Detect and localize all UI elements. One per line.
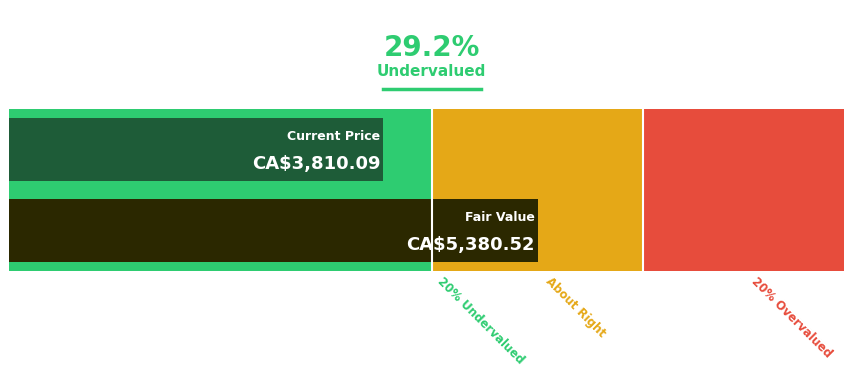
Text: CA$3,810.09: CA$3,810.09 (251, 155, 380, 173)
Bar (9, 109, 431, 271)
Text: Undervalued: Undervalued (377, 64, 486, 79)
Bar (9, 198, 537, 262)
Text: About Right: About Right (542, 275, 607, 340)
Text: CA$5,380.52: CA$5,380.52 (406, 236, 534, 254)
Text: 20% Overvalued: 20% Overvalued (748, 275, 833, 361)
Text: Fair Value: Fair Value (464, 211, 534, 224)
Text: 29.2%: 29.2% (383, 34, 480, 62)
Bar (9, 118, 383, 182)
Bar (642, 109, 843, 271)
Text: Current Price: Current Price (287, 130, 380, 143)
Bar (431, 109, 642, 271)
Text: 20% Undervalued: 20% Undervalued (435, 275, 526, 367)
